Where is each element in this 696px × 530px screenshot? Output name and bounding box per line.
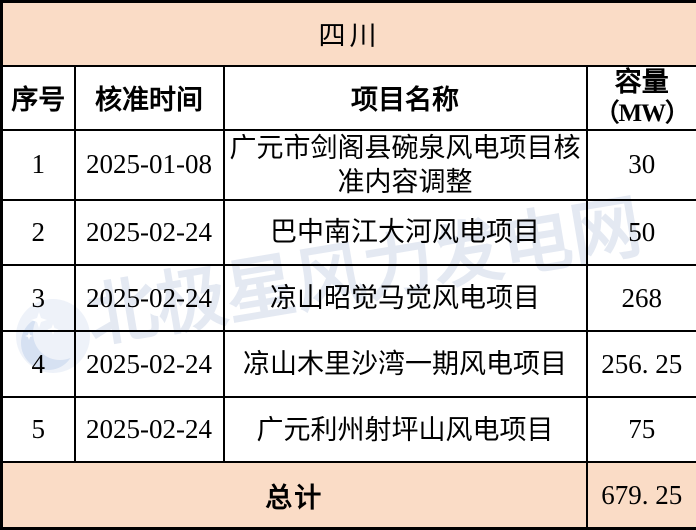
capacity-cell: 75 — [585, 396, 696, 464]
table-row: 3 2025-02-24 凉山昭觉马觉风电项目 268 — [0, 263, 696, 333]
table-row: 4 2025-02-24 凉山木里沙湾一期风电项目 256. 25 — [0, 330, 696, 399]
seq-cell: 5 — [0, 396, 76, 464]
capacity-header-line1: 容量 — [614, 66, 669, 97]
table-header-row: 序号 核准时间 项目名称 容量 （MW） — [0, 64, 696, 131]
capacity-header-line2: （MW） — [594, 99, 690, 127]
capacity-cell: 256. 25 — [585, 330, 696, 399]
capacity-cell: 30 — [585, 128, 696, 201]
seq-cell: 1 — [0, 128, 76, 201]
project-name-cell: 凉山昭觉马觉风电项目 — [222, 263, 588, 333]
project-name-cell: 广元利州射坪山风电项目 — [222, 396, 588, 464]
project-name-cell: 凉山木里沙湾一期风电项目 — [222, 330, 588, 399]
capacity-cell: 268 — [585, 263, 696, 333]
date-cell: 2025-02-24 — [73, 330, 225, 399]
capacity-cell: 50 — [585, 198, 696, 266]
date-cell: 2025-02-24 — [73, 396, 225, 464]
table-row: 1 2025-01-08 广元市剑阁县碗泉风电项目核准内容调整 30 — [0, 128, 696, 201]
total-row: 总计 679. 25 — [0, 461, 696, 530]
table-row: 2 2025-02-24 巴中南江大河风电项目 50 — [0, 198, 696, 266]
table-row: 5 2025-02-24 广元利州射坪山风电项目 75 — [0, 396, 696, 464]
seq-cell: 3 — [0, 263, 76, 333]
seq-cell: 4 — [0, 330, 76, 399]
region-title: 四川 — [0, 0, 696, 67]
table-row: 四川 — [0, 0, 696, 67]
total-label: 总计 — [0, 461, 588, 530]
date-cell: 2025-02-24 — [73, 263, 225, 333]
project-name-cell: 广元市剑阁县碗泉风电项目核准内容调整 — [222, 128, 588, 201]
date-cell: 2025-02-24 — [73, 198, 225, 266]
project-name-cell: 巴中南江大河风电项目 — [222, 198, 588, 266]
date-cell: 2025-01-08 — [73, 128, 225, 201]
total-capacity-value: 679. 25 — [585, 461, 696, 530]
seq-cell: 2 — [0, 198, 76, 266]
column-header-date: 核准时间 — [73, 64, 225, 131]
column-header-name: 项目名称 — [222, 64, 588, 131]
column-header-seq: 序号 — [0, 64, 76, 131]
column-header-capacity: 容量 （MW） — [585, 64, 696, 131]
